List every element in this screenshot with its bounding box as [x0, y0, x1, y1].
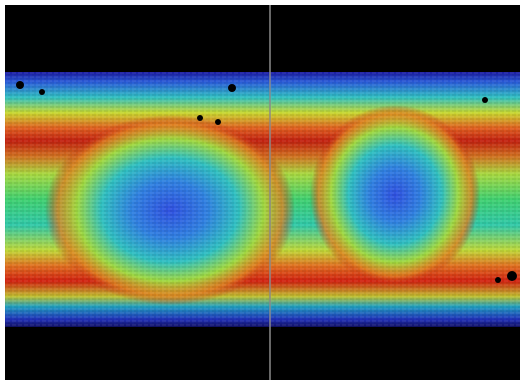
- defect: [16, 81, 24, 89]
- defect: [482, 97, 488, 103]
- defect: [228, 84, 236, 92]
- scan-image: [0, 0, 525, 385]
- defect: [507, 271, 517, 281]
- defect: [215, 119, 221, 125]
- surface-texture: [5, 72, 520, 327]
- defect: [197, 115, 203, 121]
- page: [0, 0, 525, 385]
- defect: [495, 277, 501, 283]
- defect: [39, 89, 45, 95]
